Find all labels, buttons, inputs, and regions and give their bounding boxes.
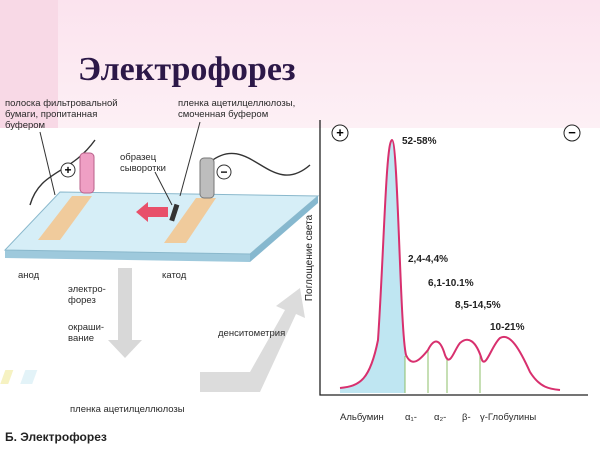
label: буфером [5,120,45,131]
minus-circle [563,124,581,142]
densitogram-curve [339,138,561,391]
header-side [0,0,58,128]
caption: Б. Электрофорез [5,430,107,444]
filter-strip [164,198,216,243]
label: полоска фильтровальной [5,98,118,109]
down-arrow [108,268,142,358]
gamma-area [340,140,560,393]
label: пленка ацетилцеллюлозы, [178,98,295,109]
axes [319,120,588,396]
label: денситометрия [218,328,285,339]
minus: − [568,125,576,140]
label: смоченная буфером [178,109,268,120]
separators [404,350,481,393]
band [0,370,14,384]
anode-electrode [79,152,95,194]
fills [340,140,560,393]
title: Электрофорез [78,51,296,88]
label: образец [120,152,157,163]
fraction-label: 2,4-4,4% [408,254,448,265]
alpha2-area [340,140,560,393]
pointer [154,171,173,206]
beta-area [340,140,560,393]
migration-arrow [136,202,168,222]
plus: + [336,125,344,140]
label: вание [68,333,94,344]
wire [209,152,311,176]
fraction-label: 10-21% [490,322,525,333]
label: окраши- [68,322,104,333]
label: катод [162,270,187,281]
x-label: α₁- [405,412,417,423]
cathode-sign: − [220,165,227,179]
label: электро- [68,284,106,295]
label: форез [68,295,96,306]
x-label: β- [462,412,471,423]
apparatus: + − [3,121,320,262]
plate-edge [250,196,318,262]
y-axis-label: Поглощение света [304,214,315,301]
anode-sign: + [64,163,71,177]
label: анод [18,270,40,281]
x-label: γ-Глобулины [480,412,536,423]
stained-film [0,370,38,384]
sample [169,203,180,222]
albumin-area [340,140,405,393]
alpha1-area [340,140,560,393]
label: пленка ацетилцеллюлозы [70,404,185,415]
x-label: Альбумин [340,412,384,423]
fraction-label: 6,1-10.1% [428,278,474,289]
plus-circle [331,124,349,142]
fraction-label: 52-58% [402,136,437,147]
cathode-sign-circle [216,164,232,180]
label: бумаги, пропитанная [5,109,97,120]
anode-sign-circle [60,162,76,178]
header-band [0,0,600,128]
label: сыворотки [120,163,166,174]
fraction-label: 8,5-14,5% [455,300,501,311]
cathode-electrode [199,157,215,199]
band [20,370,38,384]
filter-strip [38,196,92,240]
densitometry-arrow [200,288,305,392]
x-label: α₂- [434,412,446,423]
wire [29,139,96,206]
pointer [39,131,56,196]
pointer [179,121,201,197]
